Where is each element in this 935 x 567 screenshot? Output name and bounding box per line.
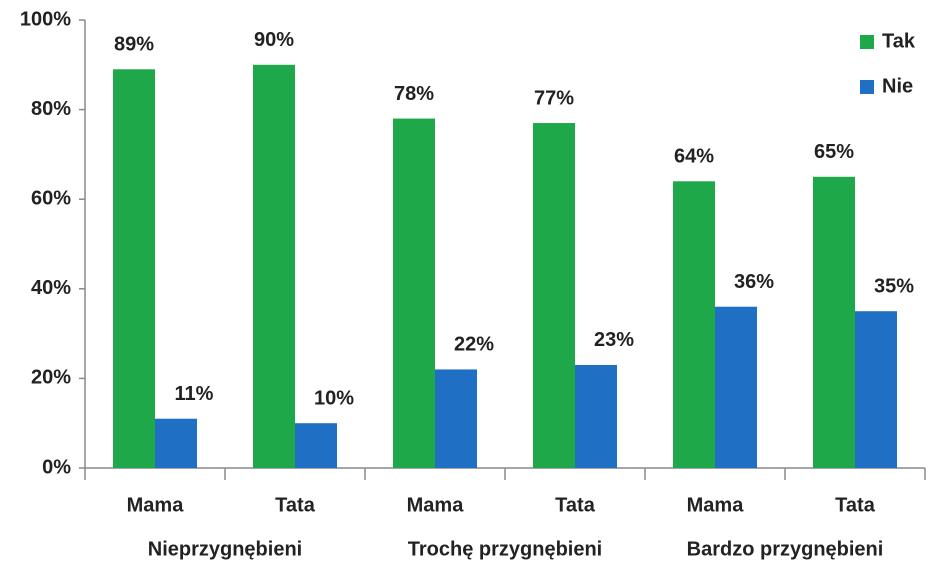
legend-swatch	[860, 80, 874, 94]
y-tick-label: 40%	[31, 277, 71, 299]
legend-label: Nie	[882, 75, 913, 97]
x-tick-label: Mama	[127, 494, 185, 516]
y-tick-label: 80%	[31, 98, 71, 120]
bar	[533, 123, 575, 468]
bar	[155, 418, 197, 468]
group-label: Bardzo przygnębieni	[687, 538, 884, 560]
x-tick-label: Mama	[687, 494, 745, 516]
value-label: 65%	[814, 141, 854, 163]
bar	[855, 311, 897, 468]
legend-label: Tak	[882, 30, 916, 52]
value-label: 35%	[874, 275, 914, 297]
x-tick-label: Mama	[407, 494, 465, 516]
bar	[113, 69, 155, 468]
bar	[715, 306, 757, 468]
bar	[253, 64, 295, 469]
group-label: Nieprzygnębieni	[148, 538, 302, 560]
value-label: 90%	[254, 29, 294, 51]
group-label: Trochę przygnębieni	[408, 538, 602, 560]
bar	[575, 364, 617, 468]
x-tick-label: Tata	[275, 494, 316, 516]
legend-swatch	[860, 35, 874, 49]
value-label: 36%	[734, 271, 774, 293]
y-tick-label: 0%	[42, 456, 71, 478]
value-label: 89%	[114, 34, 154, 56]
value-label: 78%	[394, 83, 434, 105]
bar	[673, 181, 715, 468]
bar	[393, 118, 435, 468]
value-label: 11%	[175, 383, 214, 405]
bar	[813, 176, 855, 469]
bar	[295, 423, 337, 468]
x-tick-label: Tata	[555, 494, 596, 516]
value-label: 64%	[674, 146, 714, 168]
y-tick-label: 100%	[20, 8, 71, 30]
value-label: 10%	[314, 387, 354, 409]
value-label: 22%	[454, 334, 494, 356]
y-tick-label: 60%	[31, 187, 71, 209]
value-label: 77%	[534, 87, 574, 109]
x-tick-label: Tata	[835, 494, 876, 516]
value-label: 23%	[594, 329, 634, 351]
bar	[435, 369, 477, 468]
y-tick-label: 20%	[31, 367, 71, 389]
